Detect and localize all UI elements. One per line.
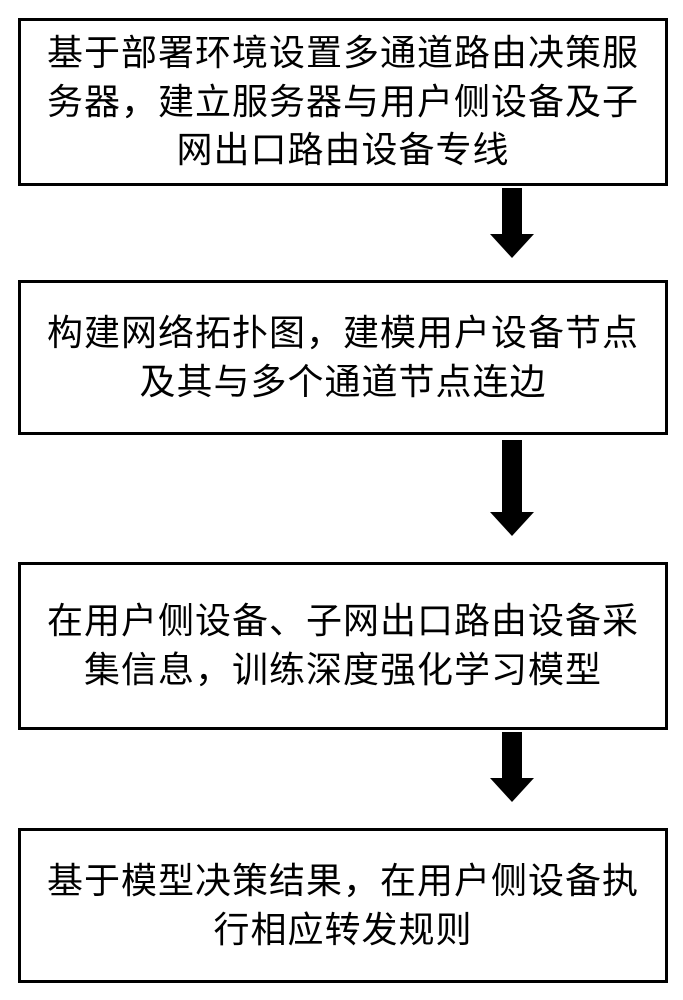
flow-node-3-text: 在用户侧设备、子网出口路由设备采集信息，训练深度强化学习模型: [33, 597, 653, 694]
flow-node-4-text: 基于模型决策结果，在用户侧设备执行相应转发规则: [33, 857, 653, 954]
flowchart-canvas: 基于部署环境设置多通道路由决策服务器，建立服务器与用户侧设备及子网出口路由设备专…: [0, 0, 683, 1000]
flow-node-2: 构建网络拓扑图，建模用户设备节点及其与多个通道节点连边: [18, 280, 668, 435]
arrow-shaft: [502, 188, 522, 234]
flow-node-4: 基于模型决策结果，在用户侧设备执行相应转发规则: [18, 828, 668, 983]
flow-node-3: 在用户侧设备、子网出口路由设备采集信息，训练深度强化学习模型: [18, 562, 668, 730]
arrow-shaft: [502, 440, 522, 512]
flow-node-2-text: 构建网络拓扑图，建模用户设备节点及其与多个通道节点连边: [33, 309, 653, 406]
arrow-head-icon: [490, 234, 534, 258]
arrow-head-icon: [490, 512, 534, 536]
arrow-shaft: [502, 732, 522, 778]
arrow-head-icon: [490, 778, 534, 802]
flow-node-1: 基于部署环境设置多通道路由决策服务器，建立服务器与用户侧设备及子网出口路由设备专…: [18, 18, 668, 186]
flow-node-1-text: 基于部署环境设置多通道路由决策服务器，建立服务器与用户侧设备及子网出口路由设备专…: [33, 29, 653, 175]
